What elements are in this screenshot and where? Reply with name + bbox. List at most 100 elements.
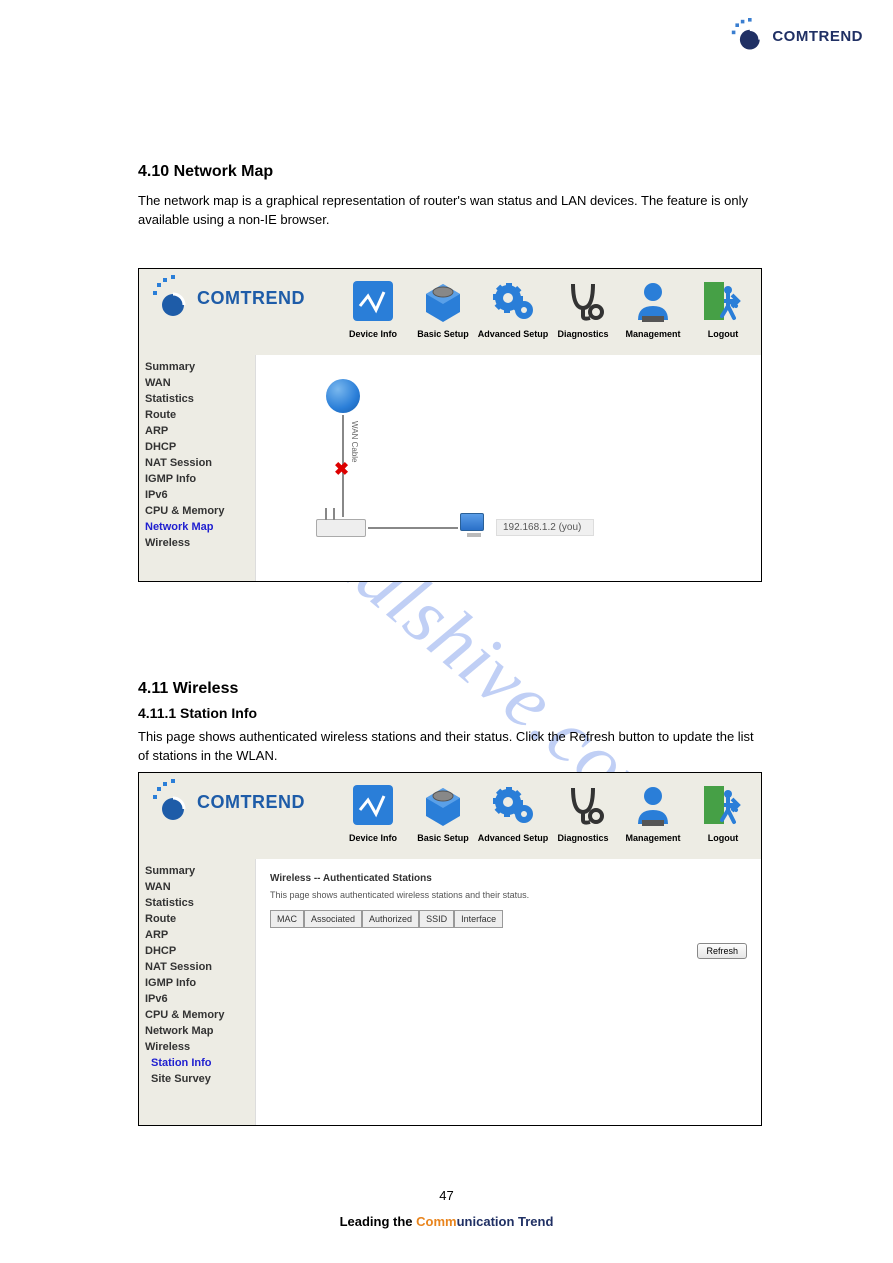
disconnect-icon: ✖	[334, 459, 349, 480]
sidebar-item-statistics[interactable]: Statistics	[143, 391, 255, 407]
sidebar-item-network-map[interactable]: Network Map	[143, 519, 255, 535]
topnav-label: Device Info	[349, 833, 397, 843]
steth-icon	[557, 779, 609, 831]
sidebar-item-wan[interactable]: WAN	[143, 375, 255, 391]
content-network-map: WAN Cable ✖ 192.168.1.2 (you)	[255, 355, 761, 581]
router-icon	[316, 519, 366, 537]
sidebar-item-dhcp[interactable]: DHCP	[143, 439, 255, 455]
person-icon	[627, 275, 679, 327]
topnav-label: Management	[625, 833, 680, 843]
topnav-diagnostics[interactable]: Diagnostics	[551, 275, 615, 339]
sidebar-sub-site-survey[interactable]: Site Survey	[143, 1071, 255, 1087]
shot-header: COMTREND Device Info Basic Setup Advanced …	[139, 773, 761, 859]
col-mac: MAC	[270, 910, 304, 928]
exit-icon	[697, 275, 749, 327]
topnav-advanced-setup[interactable]: Advanced Setup	[481, 275, 545, 339]
topnav-management[interactable]: Management	[621, 275, 685, 339]
cable-label: WAN Cable	[350, 421, 359, 463]
topnav-basic-setup[interactable]: Basic Setup	[411, 275, 475, 339]
content-wireless: Wireless -- Authenticated Stations This …	[255, 859, 761, 1125]
topnav-diagnostics[interactable]: Diagnostics	[551, 779, 615, 843]
brand-name: COMTREND	[772, 28, 863, 45]
topnav-label: Device Info	[349, 329, 397, 339]
steth-icon	[557, 275, 609, 327]
section-title-wireless: 4.11 Wireless	[138, 680, 238, 698]
screenshot-network-map: COMTREND Device Info Basic SetupAdvanced …	[138, 268, 762, 582]
sidebar-item-route[interactable]: Route	[143, 911, 255, 927]
sidebar-item-nat-session[interactable]: NAT Session	[143, 455, 255, 471]
box-icon	[417, 275, 469, 327]
top-nav: Device Info Basic Setup Advanced Setup Diag…	[341, 779, 755, 843]
page-number: 47	[439, 1188, 453, 1203]
sidebar-item-arp[interactable]: ARP	[143, 423, 255, 439]
square-icon	[347, 779, 399, 831]
section-title-nmap: 4.10 Network Map	[138, 163, 273, 181]
col-ssid: SSID	[419, 910, 454, 928]
sidebar-item-ipv6[interactable]: IPv6	[143, 487, 255, 503]
screenshot-wireless: COMTREND Device Info Basic Setup Advanced …	[138, 772, 762, 1126]
topnav-device-info[interactable]: Device Info	[341, 275, 405, 339]
panel-description: This page shows authenticated wireless s…	[270, 890, 761, 900]
sidebar-item-route[interactable]: Route	[143, 407, 255, 423]
lan-line	[368, 527, 458, 529]
topnav-basic-setup[interactable]: Basic Setup	[411, 779, 475, 843]
topnav-label: Diagnostics	[557, 329, 608, 339]
sidebar-item-igmp-info[interactable]: IGMP Info	[143, 471, 255, 487]
stations-table-header: MACAssociatedAuthorizedSSIDInterface	[270, 910, 761, 928]
topnav-management[interactable]: Management	[621, 779, 685, 843]
footer-lead: Leading the	[340, 1214, 417, 1229]
sidebar-item-wireless[interactable]: Wireless	[143, 1039, 255, 1055]
shot-brand-name: COMTREND	[197, 288, 305, 309]
box-icon	[417, 779, 469, 831]
sidebar-item-network-map[interactable]: Network Map	[143, 1023, 255, 1039]
sidebar-item-wireless[interactable]: Wireless	[143, 535, 255, 551]
refresh-button[interactable]: Refresh	[697, 943, 747, 959]
topnav-label: Management	[625, 329, 680, 339]
person-icon	[627, 779, 679, 831]
shot-brand-logo: COMTREND	[151, 275, 305, 321]
topnav-logout[interactable]: Logout	[691, 779, 755, 843]
section-subtitle-station-info: 4.11.1 Station Info	[138, 705, 257, 721]
col-authorized: Authorized	[362, 910, 419, 928]
gear-icon	[487, 275, 539, 327]
globe-icon	[326, 379, 360, 413]
sidebar-item-nat-session[interactable]: NAT Session	[143, 959, 255, 975]
shot-header: COMTREND Device Info Basic SetupAdvanced …	[139, 269, 761, 355]
sidebar-item-wan[interactable]: WAN	[143, 879, 255, 895]
sidebar-nav: SummaryWANStatisticsRouteARPDHCPNAT Sess…	[139, 355, 255, 581]
topnav-advanced-setup[interactable]: Advanced Setup	[481, 779, 545, 843]
exit-icon	[697, 779, 749, 831]
sidebar-item-cpu-memory[interactable]: CPU & Memory	[143, 1007, 255, 1023]
topnav-label: Basic Setup	[417, 833, 469, 843]
col-interface: Interface	[454, 910, 503, 928]
page-brand-logo: COMTREND	[730, 18, 863, 54]
sidebar-sub-station-info[interactable]: Station Info	[143, 1055, 255, 1071]
topnav-label: Diagnostics	[557, 833, 608, 843]
sidebar-item-dhcp[interactable]: DHCP	[143, 943, 255, 959]
gear-icon	[487, 779, 539, 831]
sidebar-item-arp[interactable]: ARP	[143, 927, 255, 943]
footer-tagline: Leading the Communication Trend	[340, 1214, 554, 1229]
comtrend-logo-icon	[730, 18, 766, 54]
ip-label: 192.168.1.2 (you)	[496, 519, 594, 536]
sidebar-item-statistics[interactable]: Statistics	[143, 895, 255, 911]
topnav-label: Advanced Setup	[478, 329, 549, 339]
footer-unication: unication	[457, 1214, 518, 1229]
col-associated: Associated	[304, 910, 362, 928]
shot-brand-name: COMTREND	[197, 792, 305, 813]
footer-trend: Trend	[518, 1214, 553, 1229]
topnav-device-info[interactable]: Device Info	[341, 779, 405, 843]
shot-brand-logo: COMTREND	[151, 779, 305, 825]
sidebar-item-summary[interactable]: Summary	[143, 863, 255, 879]
topnav-label: Logout	[708, 329, 739, 339]
topnav-label: Advanced Setup	[478, 833, 549, 843]
comtrend-logo-icon	[151, 275, 191, 321]
topnav-logout[interactable]: Logout	[691, 275, 755, 339]
sidebar-item-igmp-info[interactable]: IGMP Info	[143, 975, 255, 991]
sidebar-item-cpu-memory[interactable]: CPU & Memory	[143, 503, 255, 519]
network-map-diagram: WAN Cable ✖ 192.168.1.2 (you)	[256, 355, 761, 581]
sidebar-item-summary[interactable]: Summary	[143, 359, 255, 375]
sidebar-item-ipv6[interactable]: IPv6	[143, 991, 255, 1007]
panel-title: Wireless -- Authenticated Stations	[270, 873, 761, 884]
square-icon	[347, 275, 399, 327]
